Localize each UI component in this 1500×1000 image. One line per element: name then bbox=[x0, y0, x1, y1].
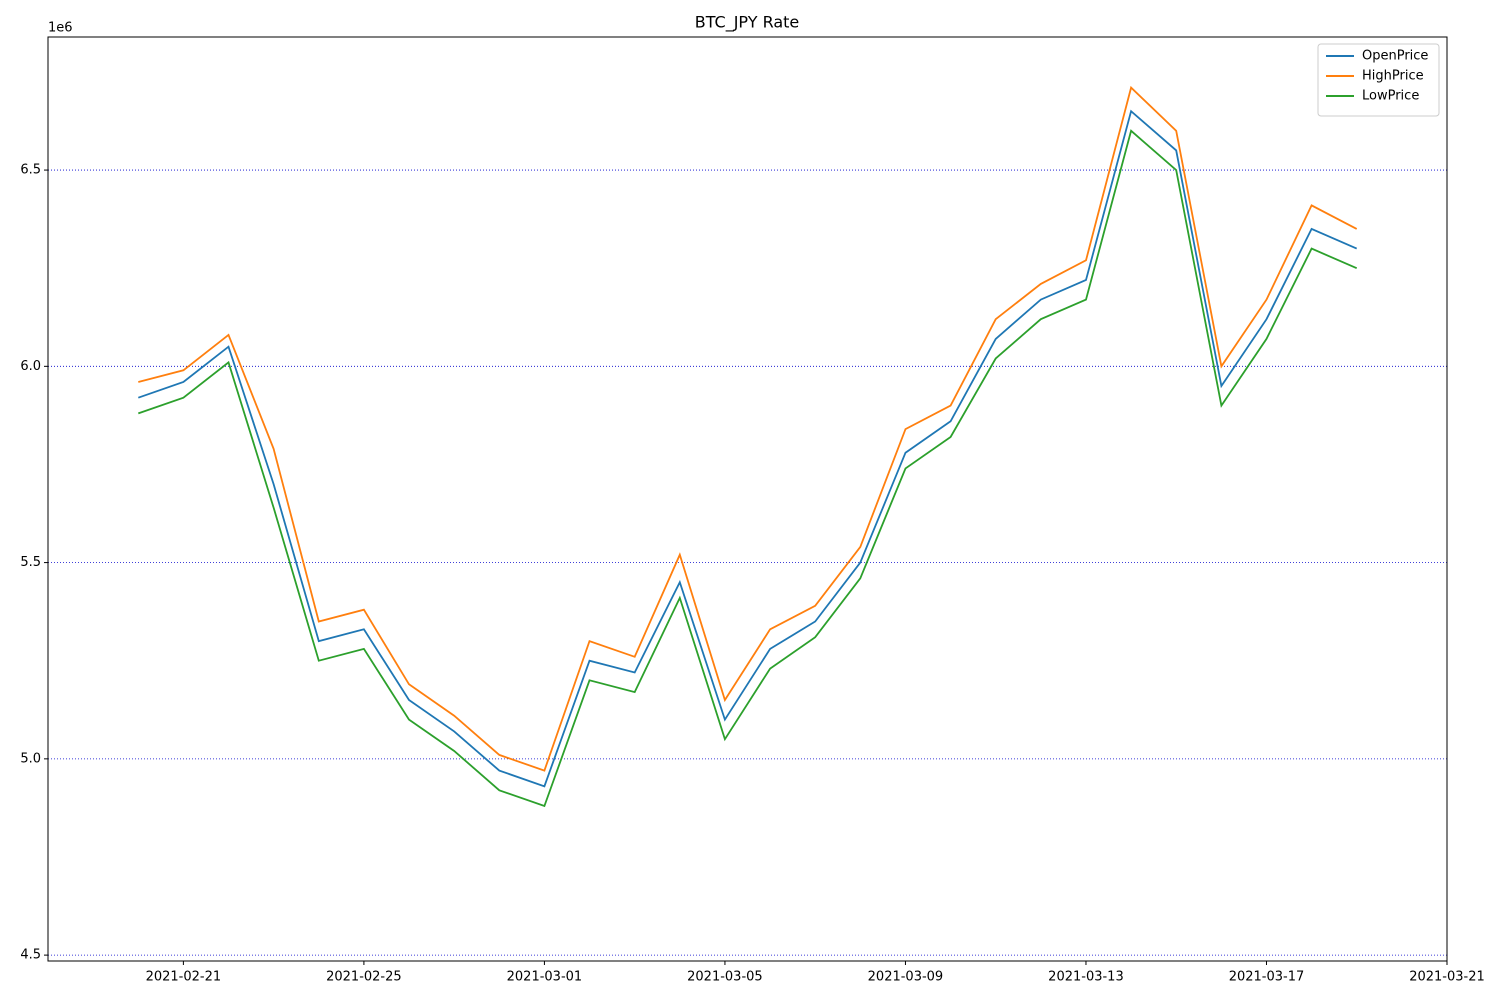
y-offset-label: 1e6 bbox=[48, 21, 73, 36]
x-tick-label: 2021-03-01 bbox=[507, 970, 583, 985]
legend-label: LowPrice bbox=[1362, 89, 1419, 104]
legend: OpenPrice HighPrice LowPrice bbox=[1317, 43, 1440, 117]
x-tick-label: 2021-03-21 bbox=[1409, 970, 1485, 985]
y-tick-label: 4.5 bbox=[20, 948, 41, 963]
chart-title: BTC_JPY Rate bbox=[695, 13, 800, 33]
y-tick-label: 6.5 bbox=[20, 163, 41, 178]
series-line bbox=[138, 129, 1358, 808]
x-tick-label: 2021-03-13 bbox=[1048, 970, 1124, 985]
series-line bbox=[138, 85, 1358, 772]
x-tick-label: 2021-02-25 bbox=[326, 970, 402, 985]
x-tick-label: 2021-02-21 bbox=[146, 970, 222, 985]
legend-box bbox=[1317, 43, 1440, 117]
legend-label: OpenPrice bbox=[1362, 49, 1428, 64]
series-line bbox=[138, 109, 1358, 788]
x-tick-label: 2021-03-17 bbox=[1229, 970, 1305, 985]
y-tick-label: 6.0 bbox=[20, 359, 41, 374]
plot-frame bbox=[47, 36, 1448, 962]
legend-label: HighPrice bbox=[1362, 69, 1424, 84]
x-tick-label: 2021-03-09 bbox=[868, 970, 944, 985]
y-tick-label: 5.5 bbox=[20, 555, 41, 570]
y-tick-label: 5.0 bbox=[20, 751, 41, 766]
x-tick-label: 2021-03-05 bbox=[687, 970, 763, 985]
